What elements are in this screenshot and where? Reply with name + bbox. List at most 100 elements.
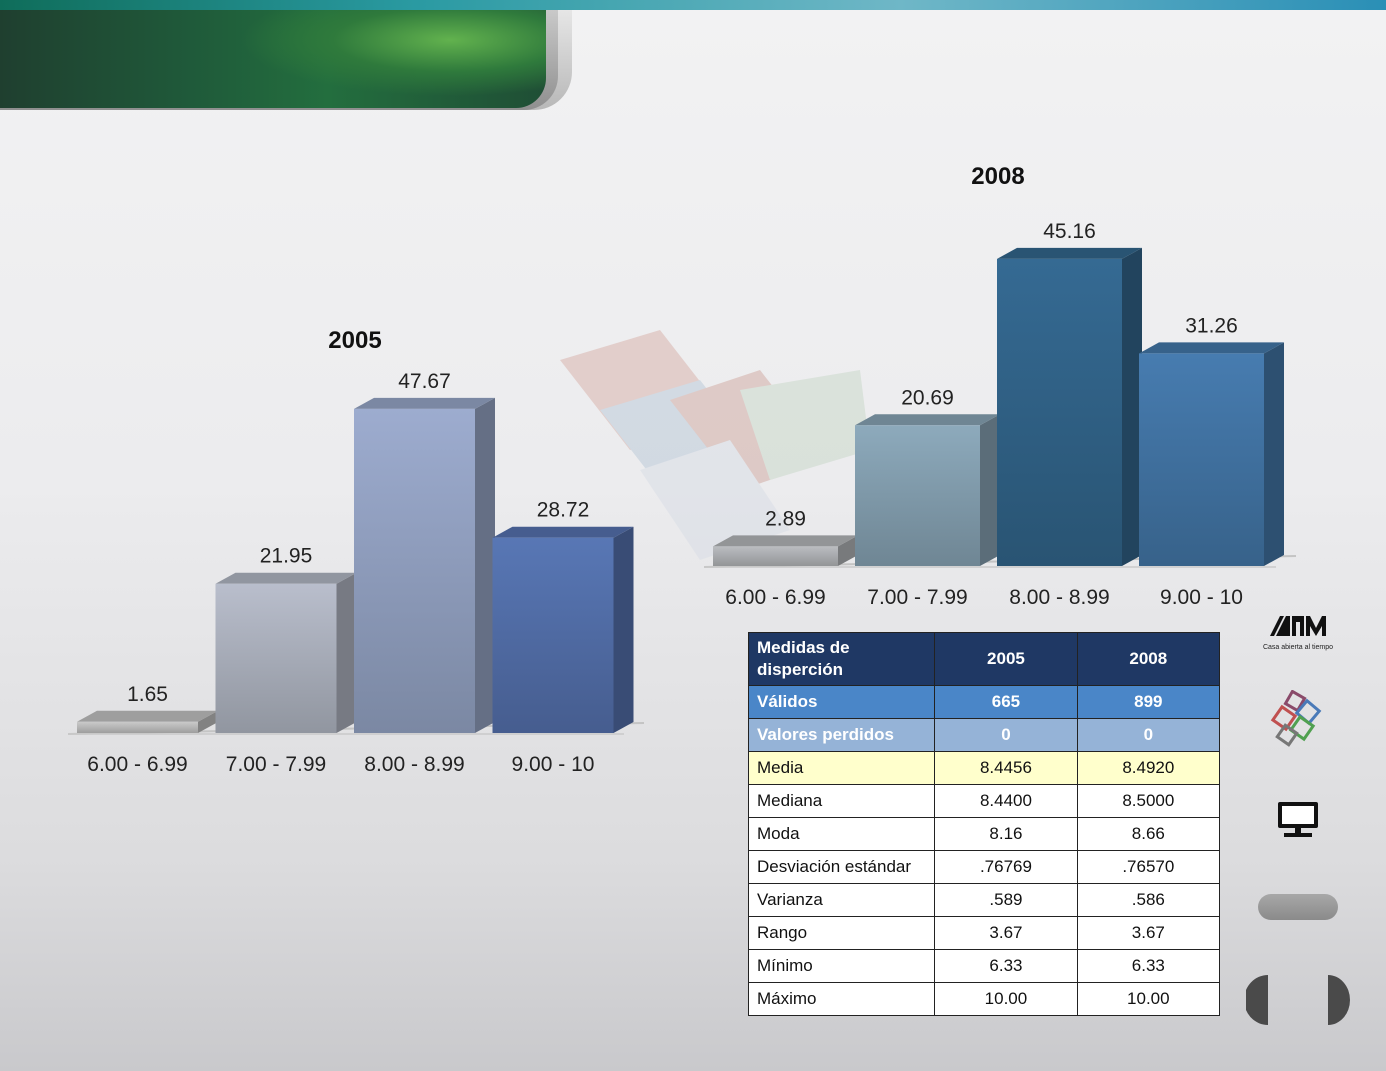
cell-2005: 6.33: [934, 949, 1078, 983]
table-row: Mediana 8.4400 8.5000: [747, 784, 1221, 818]
cell-2008: 8.4920: [1076, 751, 1221, 785]
cell-2005: .76769: [934, 850, 1078, 884]
watermark-logo-icon: [560, 330, 870, 560]
category-label: 7.00 - 7.99: [867, 586, 967, 609]
bar-front: [354, 408, 475, 733]
uam-logo-icon[interactable]: Casa abierta al tiempo: [1262, 612, 1334, 652]
top-accent-bar: [0, 0, 1386, 10]
bar-front: [997, 258, 1122, 566]
row-label: Desviación estándar: [747, 850, 936, 884]
bar-top: [354, 397, 495, 409]
bar-front: [492, 537, 614, 733]
table-header-row: Medidas de disperción 2005 2008: [747, 632, 1221, 686]
cell-2008: 10.00: [1076, 982, 1221, 1016]
cell-2008: .76570: [1076, 850, 1221, 884]
bar: [1139, 342, 1284, 566]
category-label: 9.00 - 10: [512, 753, 595, 776]
data-label: 21.95: [260, 545, 313, 568]
bar-side: [838, 535, 858, 566]
row-label: Máximo: [747, 982, 936, 1016]
dispersion-table: Medidas de disperción 2005 2008 Válidos …: [747, 632, 1221, 1016]
bar: [713, 535, 858, 566]
logo-caption: Casa abierta al tiempo: [1262, 644, 1334, 651]
row-label: Valores perdidos: [747, 718, 936, 752]
cell-2005: .589: [934, 883, 1078, 917]
category-label: 8.00 - 8.99: [1009, 586, 1109, 609]
cell-2005: 0: [934, 718, 1078, 752]
category-label: 8.00 - 8.99: [364, 753, 464, 776]
cell-2005: 8.16: [934, 817, 1078, 851]
data-label: 31.26: [1185, 314, 1238, 337]
category-label: 6.00 - 6.99: [725, 586, 825, 609]
monitor-icon[interactable]: [1276, 800, 1320, 840]
data-label: 47.67: [398, 370, 451, 393]
colored-cubes-icon[interactable]: [1268, 690, 1328, 750]
data-label: 1.65: [127, 683, 168, 706]
table-row: Mínimo 6.33 6.33: [747, 949, 1221, 983]
cell-2008: 8.5000: [1076, 784, 1221, 818]
gray-pill-button[interactable]: [1258, 894, 1338, 920]
row-label: Rango: [747, 916, 936, 950]
row-label: Moda: [747, 817, 936, 851]
cell-2008: .586: [1076, 883, 1221, 917]
next-half-circle-icon[interactable]: [1328, 975, 1352, 1025]
bar-front: [1139, 353, 1264, 566]
bar-side: [613, 526, 634, 733]
category-label: 7.00 - 7.99: [226, 753, 326, 776]
cell-2008: 8.66: [1076, 817, 1221, 851]
table-row: Media 8.4456 8.4920: [747, 751, 1221, 785]
bar-side: [475, 397, 495, 733]
table-row: Válidos 665 899: [747, 685, 1221, 719]
bar-top: [1139, 342, 1284, 354]
table-row: Máximo 10.00 10.00: [747, 982, 1221, 1016]
cell-2008: 0: [1076, 718, 1221, 752]
bar-front: [713, 546, 838, 566]
bar-front: [77, 721, 198, 733]
table-header-2005: 2005: [934, 632, 1078, 686]
bar-top: [215, 572, 357, 584]
bar-side: [1264, 342, 1284, 566]
table-row: Rango 3.67 3.67: [747, 916, 1221, 950]
bar: [997, 247, 1142, 567]
bar-top: [713, 535, 858, 547]
cell-2005: 10.00: [934, 982, 1078, 1016]
table-header-2008: 2008: [1076, 632, 1221, 686]
bar-side: [198, 710, 218, 733]
cell-2005: 8.4456: [934, 751, 1078, 785]
bar-side: [1122, 247, 1142, 567]
prev-half-circle-icon[interactable]: [1246, 975, 1270, 1025]
category-label: 6.00 - 6.99: [87, 753, 187, 776]
table-row: Valores perdidos 0 0: [747, 718, 1221, 752]
bar: [855, 414, 1000, 566]
table-header-label: Medidas de disperción: [747, 632, 936, 686]
row-label: Varianza: [747, 883, 936, 917]
table-row: Varianza .589 .586: [747, 883, 1221, 917]
row-label: Válidos: [747, 685, 936, 719]
cell-2008: 6.33: [1076, 949, 1221, 983]
bar-top: [492, 526, 634, 538]
bar: [215, 572, 357, 733]
cell-2005: 3.67: [934, 916, 1078, 950]
cell-2005: 665: [934, 685, 1078, 719]
table-row: Moda 8.16 8.66: [747, 817, 1221, 851]
bar-side: [980, 414, 1000, 566]
bar-top: [77, 710, 218, 722]
bar-front: [855, 425, 980, 566]
data-label: 2.89: [765, 507, 806, 530]
cell-2008: 3.67: [1076, 916, 1221, 950]
data-label: 20.69: [901, 386, 954, 409]
data-label: 45.16: [1043, 220, 1096, 243]
bar: [492, 526, 634, 733]
cell-2008: 899: [1076, 685, 1221, 719]
row-label: Mediana: [747, 784, 936, 818]
bar: [77, 710, 218, 733]
bar-front: [215, 583, 337, 733]
chart-title: 2005: [328, 327, 381, 354]
row-label: Media: [747, 751, 936, 785]
bar: [354, 397, 495, 733]
category-label: 9.00 - 10: [1160, 586, 1243, 609]
chart-title: 2008: [971, 163, 1024, 190]
table-row: Desviación estándar .76769 .76570: [747, 850, 1221, 884]
